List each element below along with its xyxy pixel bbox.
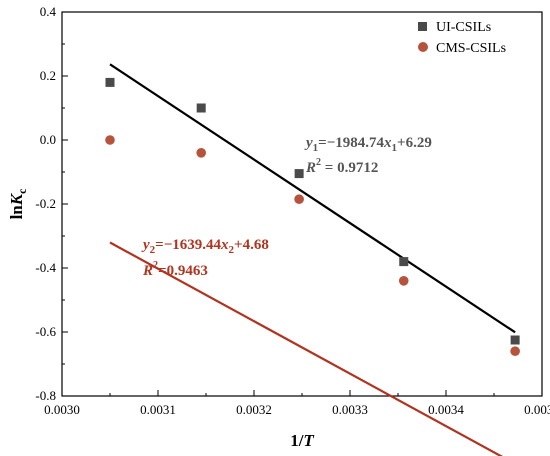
equation-cms-csils-fit: y2=−1639.44x2+4.68 xyxy=(141,237,269,256)
point-cms-csils xyxy=(510,346,520,357)
y-axis-ticks: -0.8 -0.6 -0.4 -0.2 0.0 0.2 0.4 xyxy=(35,4,68,403)
eq1-x: x xyxy=(383,135,392,151)
eq1-xsub: 1 xyxy=(392,142,398,154)
point-cms-csils xyxy=(105,135,115,145)
x-axis-title-num: 1/ xyxy=(290,431,304,450)
point-ui-csils xyxy=(399,257,409,267)
eq2-r2-value: =0.9463 xyxy=(158,263,208,279)
fit-lines xyxy=(109,63,516,456)
equation-ui-csils-fit: y1=−1984.74x1+6.29 xyxy=(304,135,432,154)
x-tick-label: 0.0032 xyxy=(236,402,272,417)
x-tick-label: 0.0034 xyxy=(428,402,464,417)
eq2-end: +4.68 xyxy=(234,237,269,253)
x-tick-label: 0.0031 xyxy=(140,402,176,417)
eq1-y: y xyxy=(304,135,313,151)
x-axis-ticks: 0.0030 0.0031 0.0032 0.0033 0.0034 0.0035 xyxy=(44,390,550,417)
y-tick-label: 0.0 xyxy=(40,132,56,147)
point-ui-csils xyxy=(105,77,115,87)
eq2-xsub: 2 xyxy=(229,244,235,256)
eq2-x: x xyxy=(220,237,229,253)
eq2-ysub: 2 xyxy=(150,244,156,256)
point-cms-csils xyxy=(294,194,304,204)
point-ui-csils xyxy=(196,103,206,113)
eq2-rest: =−1639.44 xyxy=(155,237,221,253)
eq2-r-sup: 2 xyxy=(153,260,158,271)
point-cms-csils xyxy=(196,148,206,158)
data-points xyxy=(105,77,520,357)
legend-marker-ui-csils xyxy=(418,22,427,31)
y-tick-label: 0.2 xyxy=(40,68,56,83)
eq1-ysub: 1 xyxy=(313,142,319,154)
point-cms-csils xyxy=(398,276,409,286)
fit-line-cms-csils xyxy=(109,241,503,456)
y-axis-title-c: c xyxy=(15,188,29,194)
y-axis-title-k: K xyxy=(7,192,26,206)
equation-ui-csils-r2: R2 = 0.9712 xyxy=(305,157,378,176)
eq2-r: R xyxy=(142,263,153,279)
equation-ui-csils: y1=−1984.74x1+6.29 R2 = 0.9712 xyxy=(304,135,432,176)
plot-frame xyxy=(61,11,543,397)
eq2-y: y xyxy=(141,237,150,253)
eq1-r: R xyxy=(305,160,316,176)
y-tick-label: -0.2 xyxy=(35,196,56,211)
x-axis-title-var: T xyxy=(303,431,314,450)
point-ui-csils xyxy=(510,335,520,345)
legend-label-cms-csils: CMS-CSILs xyxy=(436,41,506,56)
y-axis-title: lnKc xyxy=(7,188,29,220)
legend-marker-cms-csils xyxy=(418,42,428,52)
fit-line-ui-csils xyxy=(109,63,516,334)
eq1-r2-value: = 0.9712 xyxy=(321,160,378,176)
y-tick-label: 0.4 xyxy=(40,4,57,19)
x-axis-title: 1/T xyxy=(290,431,314,450)
eq1-end: +6.29 xyxy=(397,135,432,151)
legend-label-ui-csils: UI-CSILs xyxy=(436,20,491,35)
eq1-r-sup: 2 xyxy=(316,157,321,168)
y-tick-label: -0.8 xyxy=(35,388,56,403)
equation-cms-csils: y2=−1639.44x2+4.68 R2=0.9463 xyxy=(141,237,269,279)
y-axis-title-ln: ln xyxy=(7,205,26,220)
equation-cms-csils-r2: R2=0.9463 xyxy=(142,260,208,279)
y-tick-label: -0.4 xyxy=(35,260,56,275)
x-tick-label: 0.0033 xyxy=(332,402,368,417)
x-tick-label: 0.0035 xyxy=(524,402,550,417)
point-ui-csils xyxy=(294,169,304,179)
y-tick-label: -0.6 xyxy=(35,324,56,339)
x-tick-label: 0.0030 xyxy=(44,402,80,417)
legend: UI-CSILs CMS-CSILs xyxy=(418,20,506,56)
eq1-rest: =−1984.74 xyxy=(318,135,384,151)
